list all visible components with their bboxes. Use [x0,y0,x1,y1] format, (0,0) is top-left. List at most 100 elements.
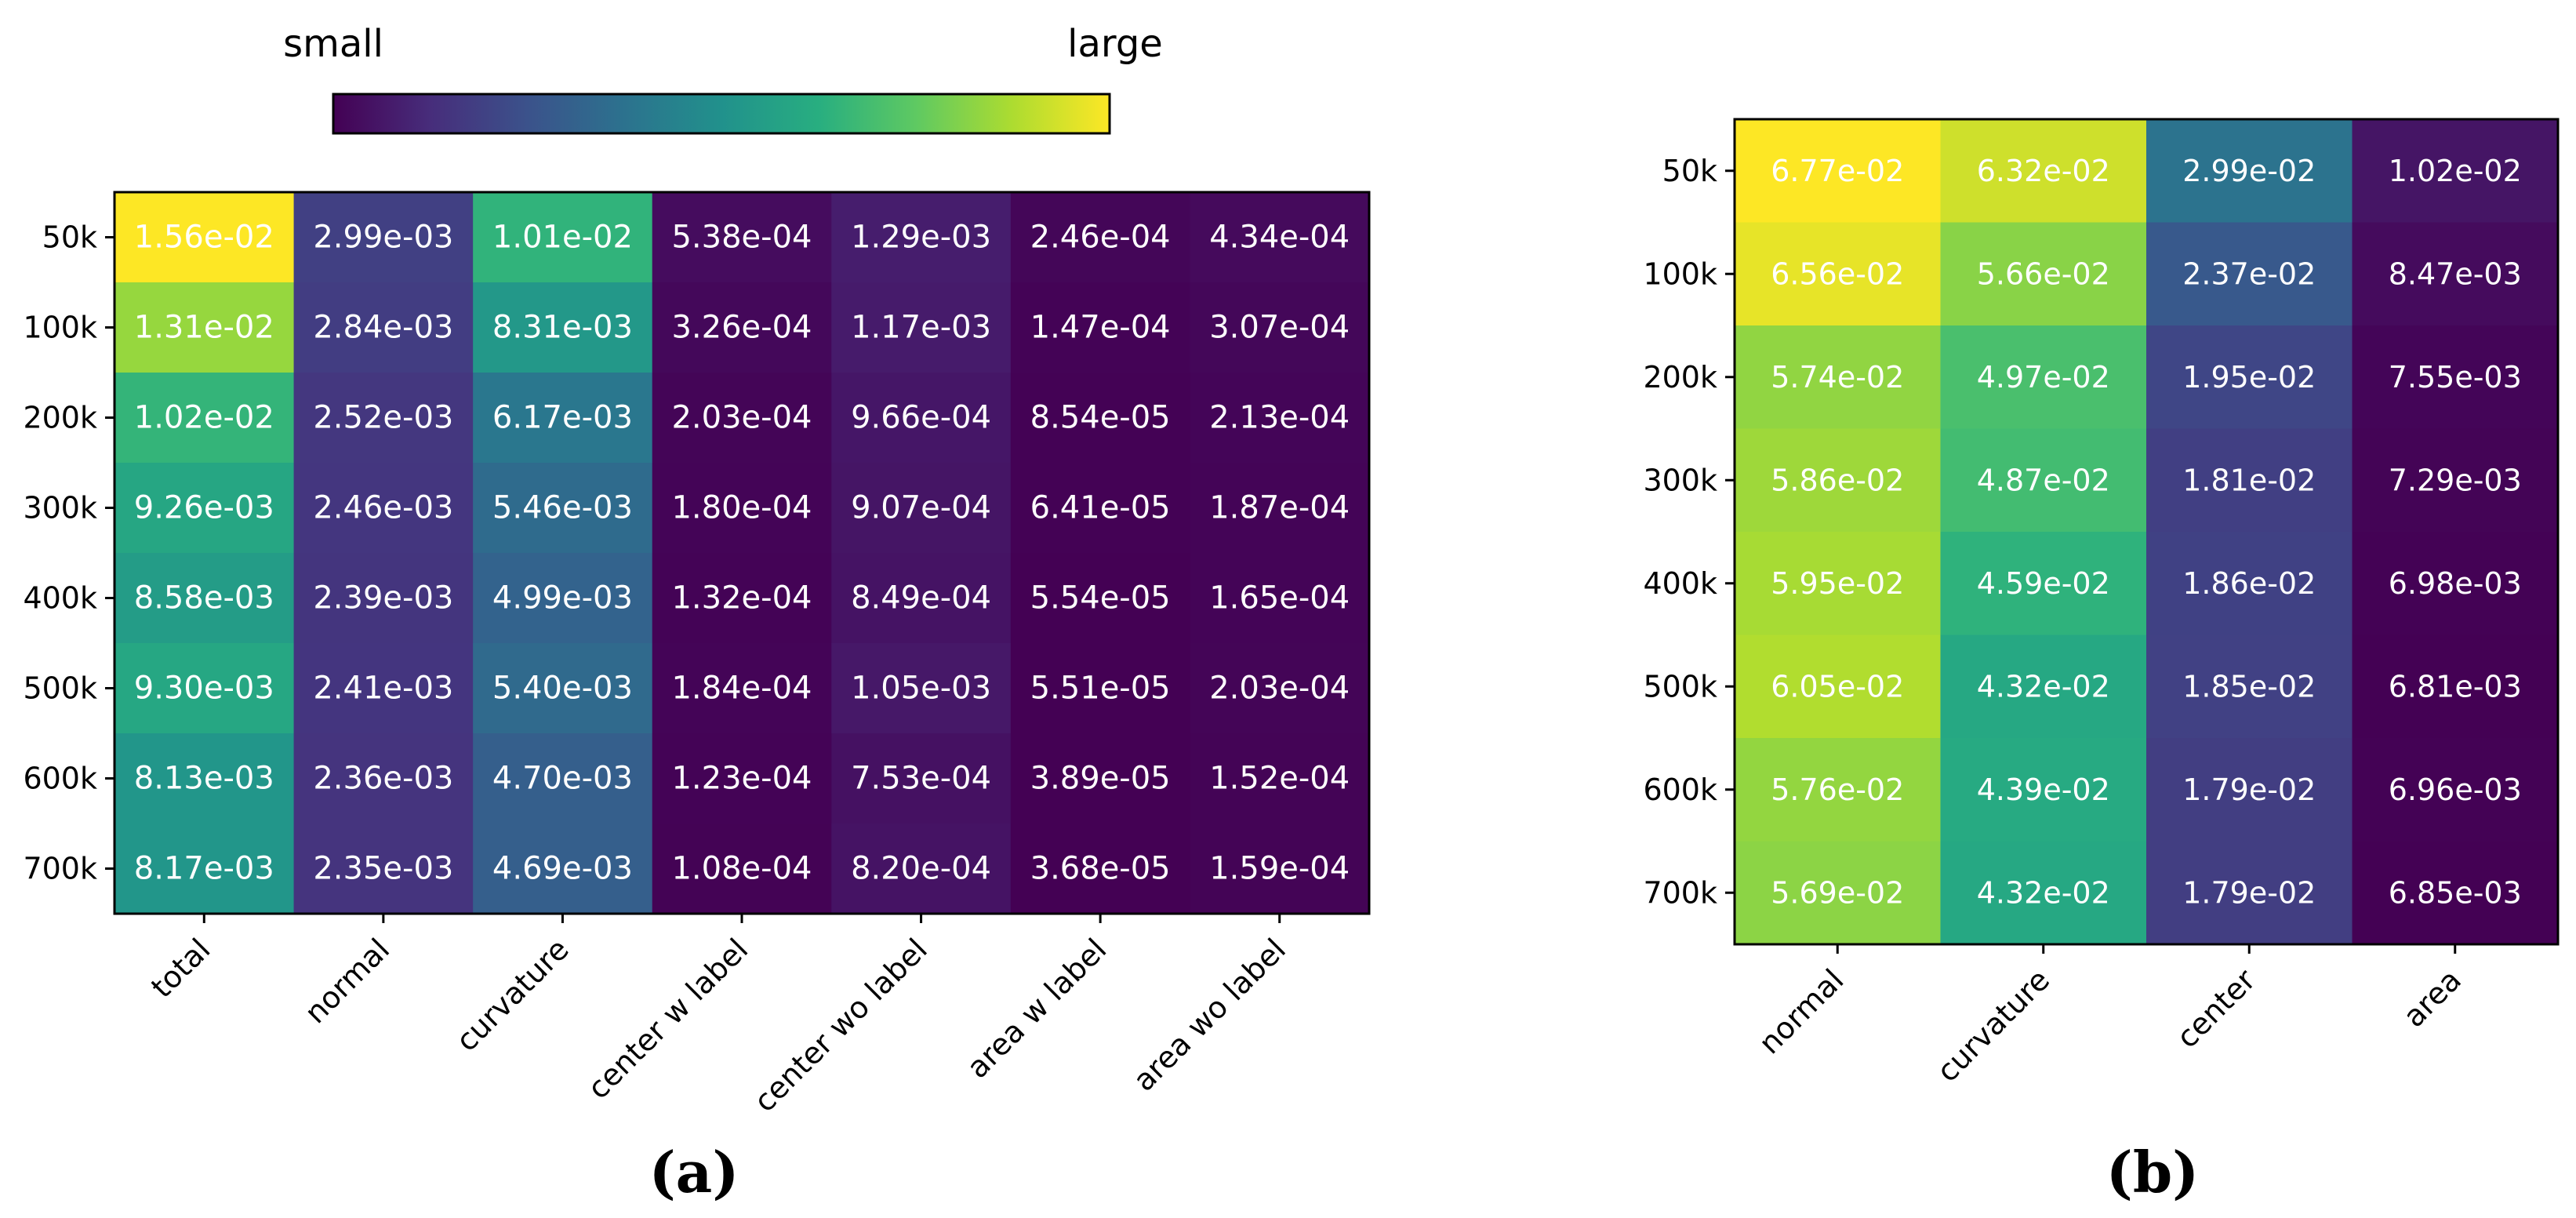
heatmap-a-value-500k-center-wo-label: 1.05e-03 [851,671,991,707]
heatmap-a-col-label-area-wo-label: area wo label [1127,932,1293,1098]
heatmap-a-row-label-100k: 100k [23,311,97,345]
heatmap-b-cell-400k-curvature [1940,532,2147,636]
caption-b: (b) [2106,1139,2199,1205]
heatmap-a-cell-500k-normal [293,643,474,734]
heatmap-b-cell-200k-curvature [1940,325,2147,430]
heatmap-b-cell-300k-curvature [1940,428,2147,533]
heatmap-b-value-50k-center: 2.99e-02 [2182,154,2316,188]
heatmap-a-cell-600k-center-w-label [652,733,832,824]
heatmap-a-value-200k-normal: 2.52e-03 [313,400,453,436]
heatmap-b-cell-400k-normal [1735,532,1942,636]
heatmap-b-col-label-area: area [2396,962,2468,1034]
heatmap-b-cell-200k-area [2352,325,2559,430]
heatmap-a-value-700k-total: 8.17e-03 [134,851,274,887]
heatmap-a-cell-600k-center-wo-label [831,733,1012,824]
heatmap-b-value-400k-center: 1.86e-02 [2182,566,2316,601]
heatmap-a-col-label-total: total [144,932,217,1005]
heatmap-b-col-label-curvature: curvature [1930,962,2056,1089]
heatmap-b-value-700k-curvature: 4.32e-02 [1977,875,2110,910]
heatmap-b-value-600k-normal: 5.76e-02 [1771,773,1904,807]
heatmap-a-cell-700k-area-wo-label [1190,824,1370,914]
heatmap-b-value-500k-area: 6.81e-03 [2389,669,2522,704]
heatmap-b-value-300k-normal: 5.86e-02 [1771,463,1904,497]
heatmap-a-value-400k-center-wo-label: 8.49e-04 [851,580,991,616]
heatmap-a-cell-600k-total [114,733,295,824]
heatmap-b-row-label-200k: 200k [1643,360,1717,394]
heatmap-a-cell-400k-center-w-label [652,553,832,644]
heatmap-b-cell-200k-normal [1735,325,1942,430]
heatmap-a-cell-400k-total [114,553,295,644]
heatmap-a-value-600k-center-w-label: 1.23e-04 [671,761,812,797]
heatmap-b-value-700k-normal: 5.69e-02 [1771,875,1904,910]
heatmap-b-cell-300k-area [2352,428,2559,533]
heatmap-a-value-700k-center-wo-label: 8.20e-04 [851,851,991,887]
heatmap-a-value-300k-area-w-label: 6.41e-05 [1030,490,1171,526]
heatmap-a-col-label-normal: normal [298,932,396,1030]
heatmap-a-row-label-50k: 50k [42,220,97,255]
heatmap-b-row-label-700k: 700k [1643,875,1717,910]
heatmap-b-col-label-center: center [2170,962,2262,1055]
heatmap-a-cell-600k-area-w-label [1010,733,1191,824]
heatmap-a-cell-300k-center-w-label [652,463,832,554]
heatmap-a-column-labels: total normal curvature center w labelcenter… [144,914,1292,1118]
heatmap-a-cell-700k-curvature [473,824,653,914]
heatmap-a-value-100k-area-wo-label: 3.07e-04 [1209,310,1350,346]
heatmap-b-row-label-100k: 100k [1643,256,1717,291]
heatmap-a-value-500k-total: 9.30e-03 [134,671,274,707]
heatmap-a-value-400k-area-wo-label: 1.65e-04 [1209,580,1350,616]
heatmap-a-cell-300k-normal [293,463,474,554]
heatmap-b-row-labels: 50k 100k 200k 300k 400k 500k 600k 700k [1643,154,1735,910]
heatmap-a-cell-500k-center-w-label [652,643,832,734]
heatmap-a-cell-100k-curvature [473,282,653,373]
heatmap-a-value-500k-area-wo-label: 2.03e-04 [1209,671,1350,707]
heatmap-a-value-100k-center-w-label: 3.26e-04 [671,310,812,346]
heatmap-a-value-50k-center-wo-label: 1.29e-03 [851,220,991,256]
heatmap-a-cell-400k-center-wo-label [831,553,1012,644]
heatmap-a-value-600k-center-wo-label: 7.53e-04 [851,761,991,797]
heatmap-a-value-300k-normal: 2.46e-03 [313,490,453,526]
heatmap-a: 1.56e-02 2.99e-03 1.01e-02 5.38e-04 1.29e-03… [23,191,1371,1205]
heatmap-a-value-200k-center-wo-label: 9.66e-04 [851,400,991,436]
heatmap-a-cell-500k-area-w-label [1010,643,1191,734]
heatmap-a-col-label-center-w-label: center w label [581,932,755,1106]
heatmap-b-value-50k-area: 1.02e-02 [2389,154,2522,188]
heatmap-a-cell-50k-center-w-label [652,192,832,283]
heatmap-a-cell-50k-area-wo-label [1190,192,1370,283]
heatmap-b-value-500k-normal: 6.05e-02 [1771,669,1904,704]
heatmap-b-row-label-400k: 400k [1643,566,1717,601]
heatmap-a-value-600k-curvature: 4.70e-03 [492,761,633,797]
heatmap-b-value-600k-center: 1.79e-02 [2182,773,2316,807]
heatmap-b-value-50k-curvature: 6.32e-02 [1977,154,2110,188]
heatmap-b-cell-50k-area [2352,119,2559,224]
heatmap-a-cell-200k-center-wo-label [831,373,1012,464]
heatmap-a-cell-300k-center-wo-label [831,463,1012,554]
heatmap-a-value-50k-center-w-label: 5.38e-04 [671,220,812,256]
heatmap-b-value-500k-center: 1.85e-02 [2182,669,2316,704]
heatmap-a-row-label-500k: 500k [23,671,97,706]
heatmap-a-row-labels: 50k 100k 200k 300k 400k 500k 600k 700k [23,220,114,886]
heatmap-b-cell-50k-normal [1735,119,1942,224]
colorbar-gradient [332,93,1111,135]
heatmap-b-cell-50k-curvature [1940,119,2147,224]
heatmap-b-cell-600k-center [2146,738,2353,842]
heatmap-a-row-label-400k: 400k [23,581,97,616]
heatmap-a-cell-400k-normal [293,553,474,644]
heatmap-a-cell-600k-curvature [473,733,653,824]
heatmap-b-value-100k-curvature: 5.66e-02 [1977,256,2110,291]
heatmap-b-value-100k-center: 2.37e-02 [2182,256,2316,291]
heatmap-a-cell-50k-center-wo-label [831,192,1012,283]
heatmap-b-value-200k-center: 1.95e-02 [2182,360,2316,394]
heatmap-a-cell-200k-curvature [473,373,653,464]
heatmap-a-value-700k-center-w-label: 1.08e-04 [671,851,812,887]
heatmap-a-cell-50k-curvature [473,192,653,283]
heatmap-a-value-200k-area-w-label: 8.54e-05 [1030,400,1171,436]
heatmap-a-cell-100k-normal [293,282,474,373]
heatmap-a-cell-400k-area-w-label [1010,553,1191,644]
heatmap-a-value-600k-total: 8.13e-03 [134,761,274,797]
heatmap-a-cell-600k-area-wo-label [1190,733,1370,824]
heatmap-b-value-200k-curvature: 4.97e-02 [1977,360,2110,394]
heatmap-a-cell-500k-curvature [473,643,653,734]
heatmap-b-row-label-500k: 500k [1643,669,1717,704]
heatmap-b-cell-500k-center [2146,634,2353,739]
heatmap-b-row-label-600k: 600k [1643,773,1717,807]
